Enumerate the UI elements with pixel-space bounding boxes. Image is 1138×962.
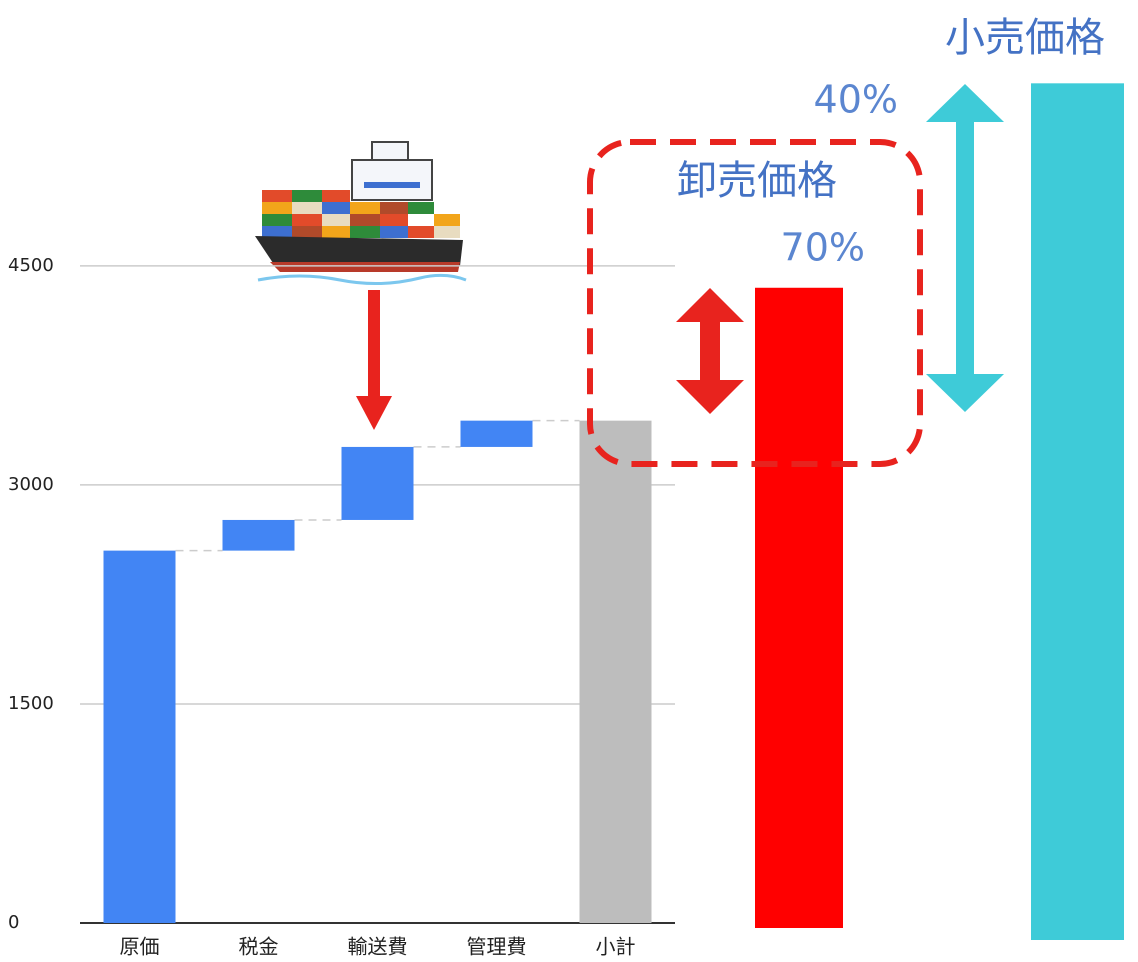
retail-arrow	[926, 84, 1004, 412]
bar	[223, 520, 295, 551]
price-label: 小売価格	[945, 15, 1105, 61]
y-tick-label: 0	[8, 912, 19, 933]
y-tick-label: 3000	[8, 474, 54, 495]
margin-label: 40%	[814, 78, 898, 122]
bar	[342, 447, 414, 520]
price-bar	[755, 288, 843, 928]
x-tick-label: 管理費	[467, 935, 527, 959]
x-tick-label: 輸送費	[348, 935, 408, 959]
down-arrow	[356, 290, 392, 430]
bar	[104, 551, 176, 923]
price-label: 卸売価格	[677, 158, 837, 204]
price-bar	[1031, 83, 1124, 940]
chart: 0 1500 3000 4500 原価 税金 輸送費 管理費 小計 卸売価格 70% 小売価格 40%	[0, 0, 1138, 962]
x-tick-label: 小計	[596, 935, 636, 959]
y-tick-label: 1500	[8, 693, 54, 714]
y-tick-label: 4500	[8, 255, 54, 276]
x-tick-label: 税金	[239, 935, 279, 959]
bar	[580, 421, 652, 923]
margin-label: 70%	[781, 226, 865, 270]
bar	[461, 421, 533, 447]
x-tick-label: 原価	[120, 935, 160, 959]
ship-illustration	[255, 142, 466, 284]
wholesale-arrow	[676, 288, 744, 414]
